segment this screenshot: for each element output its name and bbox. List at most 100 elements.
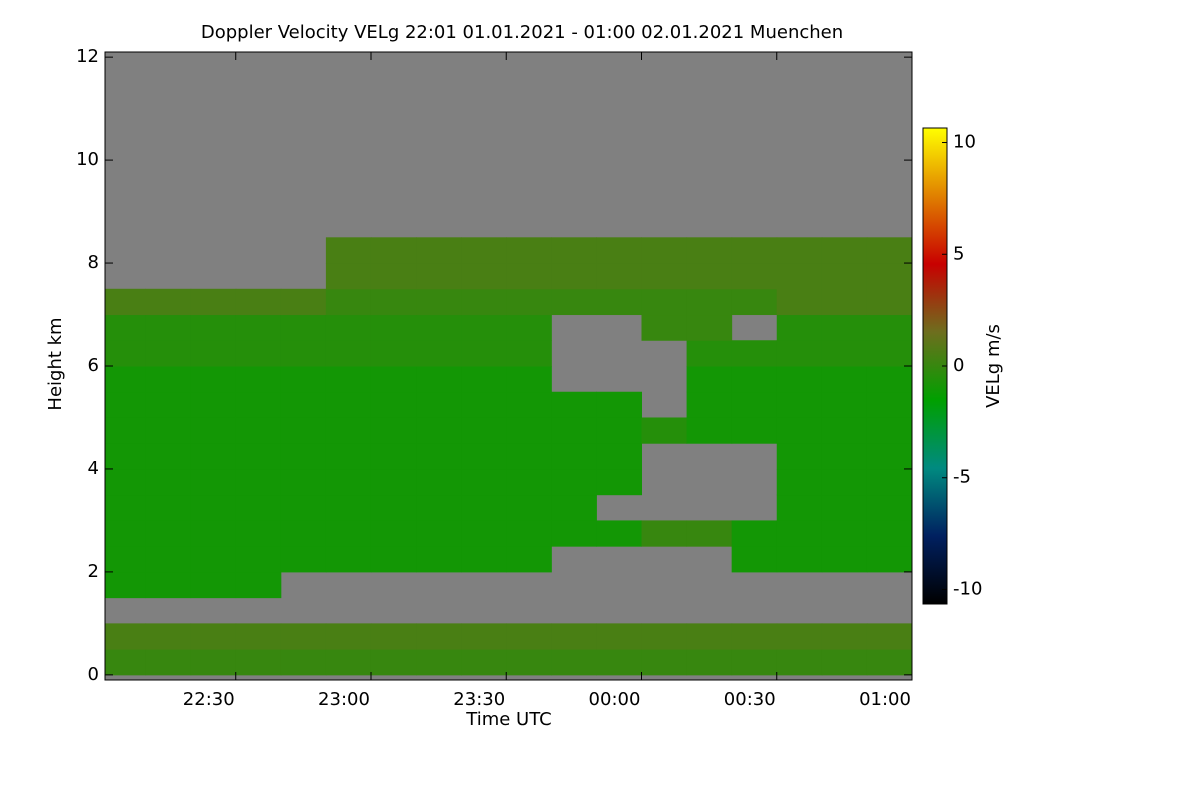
heatmap-cell <box>105 443 147 470</box>
y-tick-label: 2 <box>88 561 99 582</box>
heatmap-cell <box>105 366 147 393</box>
heatmap-cell <box>235 340 282 367</box>
heatmap-cell <box>145 314 192 341</box>
heatmap-cell <box>776 546 823 573</box>
heatmap-cell <box>145 623 192 650</box>
x-tick-label: 00:00 <box>589 689 641 710</box>
heatmap-cell <box>325 468 372 496</box>
heatmap-cell <box>821 443 868 470</box>
heatmap-cell <box>105 391 147 418</box>
heatmap-cell <box>235 366 282 393</box>
heatmap-cell <box>821 237 868 264</box>
heatmap-cell <box>461 366 507 393</box>
heatmap-cell <box>551 237 597 264</box>
heatmap-cell <box>145 520 192 547</box>
heatmap-cell <box>416 417 462 444</box>
heatmap-cell <box>416 623 462 650</box>
heatmap-cell <box>370 263 417 290</box>
x-tick-label: 00:30 <box>724 689 776 710</box>
heatmap-cell <box>416 366 462 393</box>
x-tick-label: 23:00 <box>318 689 370 710</box>
heatmap-cell <box>641 649 688 676</box>
colorbar-tick-label: 0 <box>953 355 964 376</box>
heatmap-cell <box>686 288 733 316</box>
heatmap-cell <box>506 340 552 367</box>
heatmap-cell <box>105 314 147 341</box>
heatmap-cell <box>370 366 417 393</box>
heatmap-cell <box>416 520 462 547</box>
heatmap-cell <box>105 623 147 650</box>
heatmap-cell <box>370 237 417 264</box>
heatmap-cell <box>105 288 147 316</box>
colorbar-tick-label: 10 <box>953 132 976 153</box>
heatmap-cell <box>325 340 372 367</box>
heatmap-cell <box>105 468 147 496</box>
heatmap-cell <box>325 649 372 676</box>
heatmap-cell <box>776 366 823 393</box>
heatmap-cell <box>731 340 778 367</box>
heatmap-cell <box>235 623 282 650</box>
heatmap-cell <box>235 571 282 599</box>
heatmap-cell <box>370 623 417 650</box>
heatmap-cell <box>370 340 417 367</box>
heatmap <box>105 52 913 680</box>
heatmap-cell <box>866 468 913 496</box>
heatmap-cell <box>235 391 282 418</box>
heatmap-cell <box>551 494 597 521</box>
heatmap-cell <box>190 623 237 650</box>
heatmap-cell <box>506 263 552 290</box>
heatmap-cell <box>190 391 237 418</box>
heatmap-cell <box>596 288 642 316</box>
heatmap-cell <box>551 649 597 676</box>
heatmap-cell <box>866 366 913 393</box>
heatmap-cell <box>145 417 192 444</box>
heatmap-cell <box>370 391 417 418</box>
heatmap-cell <box>370 468 417 496</box>
heatmap-cell <box>190 417 237 444</box>
heatmap-cell <box>551 391 597 418</box>
heatmap-cell <box>190 340 237 367</box>
heatmap-cell <box>506 366 552 393</box>
heatmap-cell <box>145 391 192 418</box>
heatmap-cell <box>641 417 688 444</box>
heatmap-cell <box>776 263 823 290</box>
heatmap-cell <box>370 494 417 521</box>
heatmap-cell <box>641 314 688 341</box>
heatmap-cell <box>145 288 192 316</box>
heatmap-cell <box>280 417 327 444</box>
heatmap-cell <box>461 649 507 676</box>
heatmap-cell <box>596 468 642 496</box>
heatmap-cell <box>686 520 733 547</box>
heatmap-cell <box>866 288 913 316</box>
heatmap-cell <box>280 546 327 573</box>
heatmap-cell <box>731 366 778 393</box>
heatmap-cell <box>280 443 327 470</box>
heatmap-cell <box>776 649 823 676</box>
heatmap-cell <box>686 417 733 444</box>
heatmap-cell <box>105 494 147 521</box>
heatmap-cell <box>325 443 372 470</box>
heatmap-cell <box>235 649 282 676</box>
heatmap-cell <box>641 237 688 264</box>
heatmap-cell <box>686 649 733 676</box>
y-tick-label: 10 <box>76 149 99 170</box>
heatmap-cell <box>235 417 282 444</box>
heatmap-cell <box>461 288 507 316</box>
heatmap-cell <box>596 237 642 264</box>
heatmap-cell <box>190 288 237 316</box>
heatmap-cell <box>325 263 372 290</box>
heatmap-cell <box>506 237 552 264</box>
heatmap-cell <box>190 571 237 599</box>
colorbar-label: VELg m/s <box>983 324 1004 408</box>
heatmap-cell <box>235 314 282 341</box>
heatmap-cell <box>190 314 237 341</box>
heatmap-cell <box>235 288 282 316</box>
heatmap-cell <box>416 263 462 290</box>
heatmap-cell <box>105 649 147 676</box>
heatmap-cell <box>461 340 507 367</box>
heatmap-cell <box>370 649 417 676</box>
heatmap-cell <box>686 314 733 341</box>
heatmap-cell <box>235 494 282 521</box>
heatmap-cell <box>325 288 372 316</box>
